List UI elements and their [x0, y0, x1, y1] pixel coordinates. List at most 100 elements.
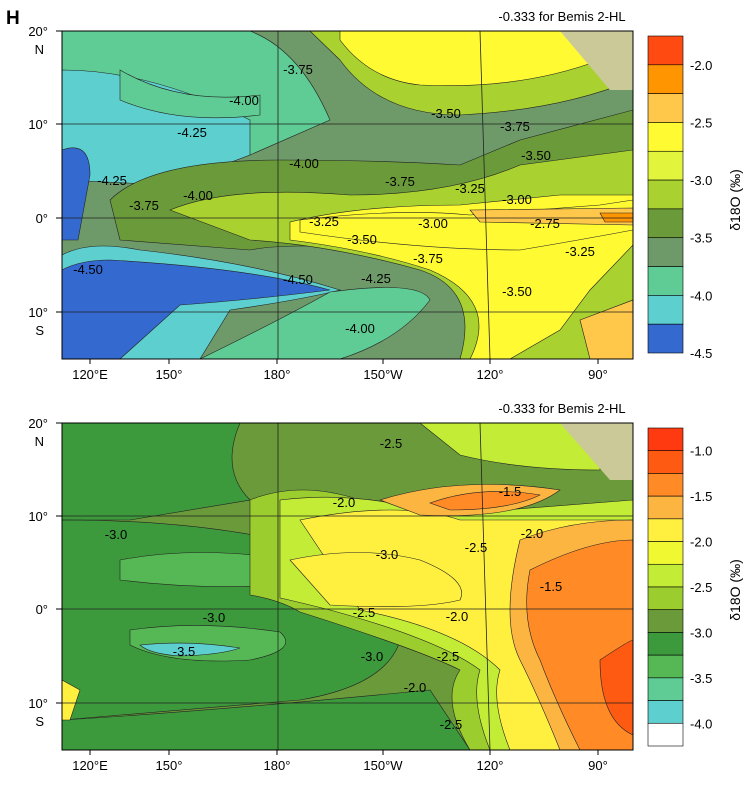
- y-tick-label: S: [35, 714, 44, 729]
- contour-label: -3.5: [173, 644, 195, 659]
- colorbar-swatch: [647, 237, 684, 267]
- bottom-contour-map: [62, 423, 633, 750]
- colorbar-tick-label: -2.5: [690, 580, 712, 595]
- top-gridlines: [62, 30, 633, 360]
- colorbar-swatch: [647, 700, 684, 724]
- colorbar-tick-label: -3.0: [690, 625, 712, 640]
- contour-region: [429, 491, 541, 511]
- top-colorbar-label: δ18O (‰): [727, 169, 743, 230]
- x-tick-label: 120°: [477, 367, 504, 382]
- colorbar-tick-label: -3.5: [690, 671, 712, 686]
- y-tick-label: S: [35, 323, 44, 338]
- y-tick-label: 0°: [36, 602, 48, 617]
- bottom-colorbar: -1.0 -1.5 -2.0 -2.5 -3.0 -3.5 -4.0: [647, 427, 712, 747]
- colorbar-swatch: [647, 122, 684, 152]
- contour-label: -2.5: [353, 605, 375, 620]
- contour-label: -2.75: [530, 216, 560, 231]
- contour-label: -2.5: [440, 717, 462, 732]
- y-tick-label: 10°: [28, 305, 48, 320]
- panel-label: H: [6, 8, 20, 29]
- x-tick-label: 120°: [477, 758, 504, 773]
- contour-label: -3.0: [361, 649, 383, 664]
- contour-label: -2.5: [465, 540, 487, 555]
- bottom-colorbar-label: δ18O (‰): [727, 559, 743, 620]
- contour-region: [139, 642, 241, 657]
- contour-label: -4.50: [73, 262, 103, 277]
- contour-label: -1.5: [499, 484, 521, 499]
- colorbar-tick-label: -4.5: [690, 346, 712, 361]
- contour-region: [419, 423, 601, 471]
- contour-label: -3.75: [385, 174, 415, 189]
- x-tick-label: 180°: [264, 758, 291, 773]
- top-x-axis: 120°E 150° 180° 150°W 120° 90°: [72, 359, 608, 382]
- contour-label: -3.50: [521, 148, 551, 163]
- contour-label: -4.25: [177, 125, 207, 140]
- y-tick-label: N: [35, 42, 44, 57]
- contour-region: [599, 212, 633, 223]
- contour-region: [62, 147, 91, 241]
- colorbar-tick-label: -3.5: [690, 231, 712, 246]
- contour-label: -3.50: [502, 284, 532, 299]
- y-tick-label: N: [35, 434, 44, 449]
- bottom-contour-labels: -2.5 -2.0 -1.5 -3.0 -2.5 -2.0 -3.0 -1.5 -3.0 -2.5…: [105, 436, 562, 732]
- contour-label: -3.25: [565, 244, 595, 259]
- colorbar-tick-label: -1.5: [690, 489, 712, 504]
- colorbar-swatch: [647, 35, 684, 66]
- contour-label: -3.75: [413, 251, 443, 266]
- contour-region: [62, 679, 81, 721]
- contour-region: [62, 259, 331, 359]
- bottom-y-axis: 20° N 10° 0° 10° S: [28, 416, 62, 729]
- colorbar-swatch: [647, 473, 684, 497]
- contour-label: -3.25: [455, 181, 485, 196]
- x-tick-label: 150°: [156, 758, 183, 773]
- contour-label: -4.25: [361, 271, 391, 286]
- contour-label: -1.5: [540, 579, 562, 594]
- y-tick-label: 10°: [28, 696, 48, 711]
- contour-label: -3.25: [309, 214, 339, 229]
- contour-label: -4.25: [97, 173, 127, 188]
- contour-label: -2.5: [380, 436, 402, 451]
- colorbar-swatch: [647, 150, 684, 181]
- colorbar-swatch: [647, 586, 684, 611]
- contour-region: [579, 299, 633, 359]
- contour-label: -3.0: [203, 610, 225, 625]
- contour-region: [560, 31, 633, 90]
- colorbar-swatch: [647, 295, 684, 325]
- contour-region: [289, 552, 462, 607]
- colorbar-swatch: [647, 266, 684, 296]
- contour-label: -2.0: [446, 609, 468, 624]
- colorbar-swatch: [647, 677, 684, 701]
- contour-label: -3.75: [500, 119, 530, 134]
- colorbar-tick-label: -4.0: [690, 288, 712, 303]
- bottom-x-axis: 120°E 150° 180° 150°W 120° 90°: [72, 750, 608, 773]
- colorbar-tick-label: -2.0: [690, 535, 712, 550]
- x-tick-label: 180°: [264, 367, 291, 382]
- top-y-axis: 20° N 10° 0° 10° S: [28, 24, 62, 338]
- contour-label: -3.50: [431, 106, 461, 121]
- contour-label: -3.75: [283, 62, 313, 77]
- y-tick-label: 10°: [28, 117, 48, 132]
- contour-label: -2.0: [521, 526, 543, 541]
- colorbar-swatch: [647, 632, 684, 656]
- contour-region: [62, 689, 471, 750]
- contour-label: -4.00: [229, 93, 259, 108]
- top-subtitle: -0.333 for Bemis 2-HL: [498, 9, 625, 24]
- x-tick-label: 150°: [156, 367, 183, 382]
- colorbar-swatch: [647, 93, 684, 123]
- colorbar-swatch: [647, 179, 684, 210]
- y-tick-label: 20°: [28, 416, 48, 431]
- contour-region: [62, 69, 251, 186]
- top-colorbar: -2.0 -2.5 -3.0 -3.5 -4.0 -4.5: [647, 35, 712, 361]
- colorbar-swatch: [647, 518, 684, 542]
- colorbar-swatch: [647, 323, 684, 354]
- x-tick-label: 120°E: [72, 758, 108, 773]
- top-plot-frame: [61, 30, 634, 360]
- x-tick-label: 90°: [588, 367, 608, 382]
- colorbar-swatch: [647, 208, 684, 239]
- x-tick-label: 150°W: [363, 367, 403, 382]
- y-tick-label: 20°: [28, 24, 48, 39]
- contour-label: -4.00: [289, 156, 319, 171]
- contour-label: -3.75: [129, 198, 159, 213]
- colorbar-swatch: [647, 495, 684, 520]
- contour-region: [119, 69, 261, 119]
